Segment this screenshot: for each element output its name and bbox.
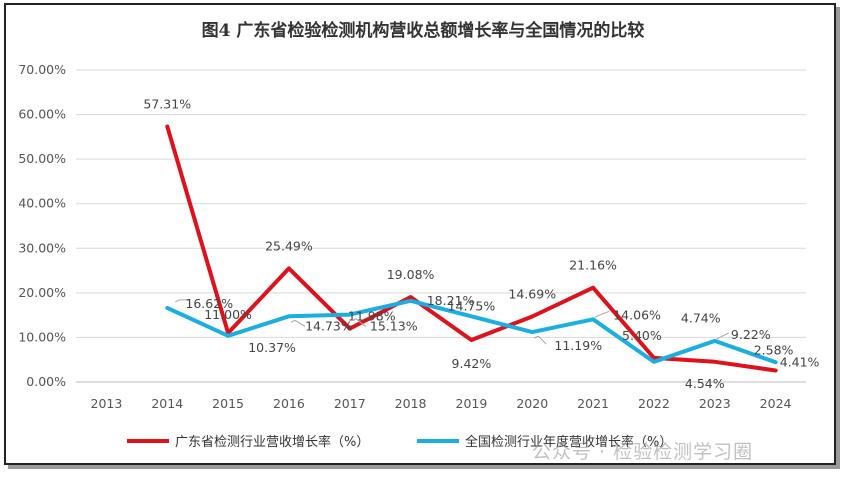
chart-frame: [4, 3, 836, 465]
data-label-guangdong: 11.98%: [348, 309, 396, 324]
x-tick-label: 2022: [638, 396, 670, 411]
y-tick-label: 10.00%: [18, 329, 66, 344]
data-label-guangdong: 11.00%: [204, 307, 252, 322]
x-tick-label: 2014: [151, 396, 183, 411]
data-label-national: 14.06%: [613, 307, 661, 322]
x-tick-label: 2019: [456, 396, 488, 411]
y-tick-label: 50.00%: [18, 151, 66, 166]
data-label-national: 18.21%: [427, 293, 475, 308]
watermark: 公众号 · 检验检测学习圈: [532, 441, 754, 463]
y-tick-label: 70.00%: [18, 62, 66, 77]
data-label-guangdong: 5.40%: [622, 328, 662, 343]
x-tick-label: 2015: [212, 396, 244, 411]
series-line-guangdong: [165, 124, 778, 373]
legend-label-national: 全国检测行业年度营收增长率（%）: [465, 434, 672, 450]
data-label-guangdong: 21.16%: [569, 258, 617, 273]
x-tick-label: 2020: [516, 396, 548, 411]
y-tick-label: 40.00%: [18, 196, 66, 211]
data-label-guangdong: 19.08%: [387, 267, 435, 282]
data-label-national: 10.37%: [248, 340, 296, 355]
data-label-national: 16.62%: [185, 296, 233, 311]
x-tick-label: 2016: [273, 396, 305, 411]
y-tick-label: 60.00%: [18, 107, 66, 122]
x-tick-label: 2018: [395, 396, 427, 411]
label-leader-line: [351, 317, 367, 327]
y-tick-label: 30.00%: [18, 240, 66, 255]
data-label-national: 14.75%: [448, 298, 496, 313]
y-tick-label: 0.00%: [26, 374, 66, 389]
label-leader-line: [594, 310, 610, 318]
data-label-guangdong: 57.31%: [143, 97, 191, 112]
label-leader-line: [175, 299, 190, 303]
legend-label-guangdong: 广东省检测行业营收增长率（%）: [175, 434, 369, 450]
x-tick-label: 2024: [760, 396, 792, 411]
data-label-national: 9.22%: [731, 327, 771, 342]
label-leader-line: [716, 332, 729, 340]
data-label-guangdong: 14.69%: [508, 287, 556, 302]
data-label-national: 14.73%: [305, 318, 353, 333]
label-leader-line: [290, 319, 306, 327]
data-label-extra: 4.74%: [681, 311, 721, 326]
x-tick-label: 2023: [699, 396, 731, 411]
data-label-guangdong: 9.42%: [452, 356, 492, 371]
series-line-national: [165, 298, 778, 365]
x-tick-label: 2017: [334, 396, 366, 411]
data-label-guangdong: 2.58%: [754, 343, 794, 358]
y-tick-label: 20.00%: [18, 285, 66, 300]
data-label-guangdong: 25.49%: [265, 238, 313, 253]
data-label-national: 15.13%: [370, 319, 418, 334]
label-leader-line: [534, 335, 547, 345]
data-label-national: 11.19%: [554, 338, 602, 353]
x-tick-label: 2013: [91, 396, 123, 411]
data-label-guangdong: 4.54%: [685, 376, 725, 391]
chart-title: 图4 广东省检验检测机构营收总额增长率与全国情况的比较: [201, 21, 645, 41]
x-tick-label: 2021: [577, 396, 609, 411]
data-label-national: 4.41%: [780, 354, 820, 369]
